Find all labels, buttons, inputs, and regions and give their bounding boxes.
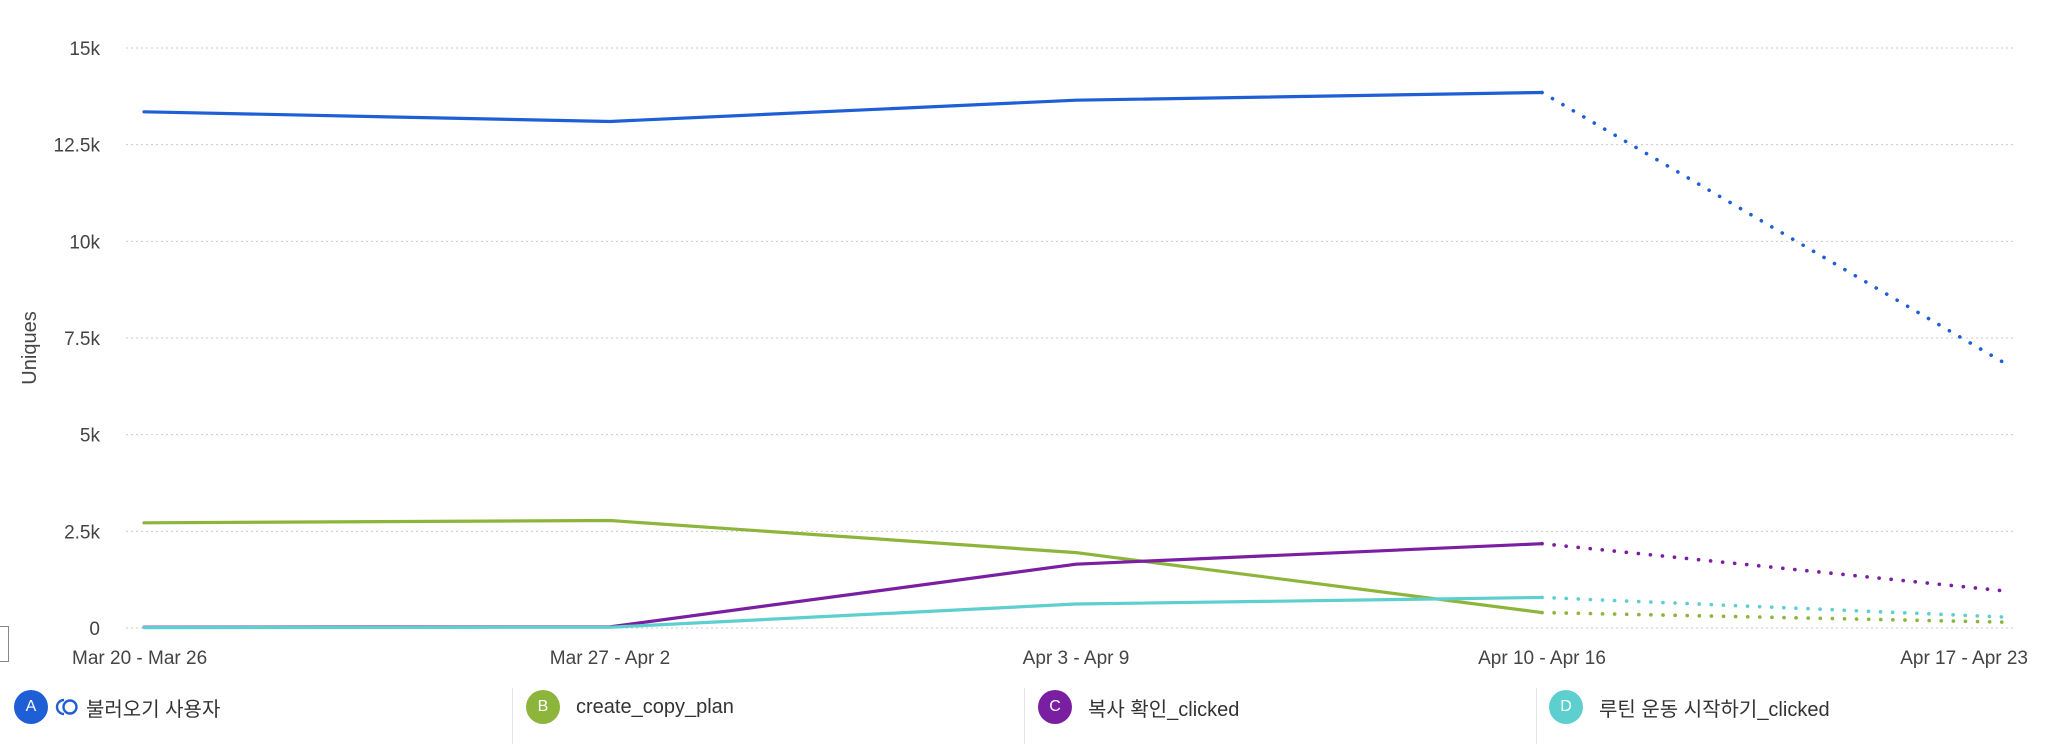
series-partial-d	[1540, 595, 2010, 619]
y-tick-label: 10k	[69, 232, 100, 253]
legend-item-d[interactable]: D 루틴 운동 시작하기_clicked	[1549, 682, 1830, 732]
cohort-icon	[55, 698, 78, 716]
y-tick-label: 15k	[69, 39, 100, 60]
legend-badge-d: D	[1549, 690, 1583, 724]
legend-item-b[interactable]: B create_copy_plan	[526, 682, 734, 732]
legend-label-c: 복사 확인_clicked	[1088, 698, 1240, 721]
x-tick-label: Apr 10 - Apr 16	[1478, 648, 1606, 669]
series-line-d	[142, 595, 1544, 630]
edge-control[interactable]	[0, 626, 9, 662]
y-tick-label: 7.5k	[64, 329, 100, 350]
legend-label-d: 루틴 운동 시작하기_clicked	[1599, 698, 1830, 721]
legend-badge-b: B	[526, 690, 560, 724]
series-partial-b	[1540, 610, 2010, 625]
series-partial-c	[1540, 541, 2010, 594]
line-chart: 0 2.5k 5k 7.5k 10k 12.5k 15k Uniques Mar 20 - Ma…	[19, 39, 2028, 669]
legend-label-b: create_copy_plan	[576, 695, 734, 718]
x-tick-label: Apr 17 - Apr 23	[1900, 648, 2028, 669]
legend-item-c[interactable]: C 복사 확인_clicked	[1038, 682, 1239, 732]
y-tick-label: 5k	[80, 426, 101, 447]
legend: A 불러오기 사용자 B create_copy_plan C 복사 확인_cl…	[0, 682, 2048, 744]
series-line-b	[142, 518, 1544, 615]
legend-badge-a: A	[14, 690, 48, 724]
legend-divider	[1536, 688, 1537, 744]
legend-badge-c: C	[1038, 690, 1072, 724]
y-axis-title: Uniques	[19, 311, 41, 384]
series-line-a	[142, 90, 1544, 124]
legend-item-a[interactable]: A 불러오기 사용자	[14, 682, 220, 732]
series-partial-a	[1540, 90, 2010, 367]
legend-divider	[1024, 688, 1025, 744]
x-tick-label: Apr 3 - Apr 9	[1023, 648, 1130, 669]
y-tick-label: 12.5k	[54, 136, 101, 157]
legend-divider	[512, 688, 513, 744]
legend-label-a: 불러오기 사용자	[86, 698, 221, 721]
y-tick-label: 0	[89, 619, 100, 640]
x-tick-label: Mar 27 - Apr 2	[550, 648, 670, 669]
y-tick-label: 2.5k	[64, 522, 100, 543]
x-tick-label: Mar 20 - Mar 26	[72, 648, 207, 669]
